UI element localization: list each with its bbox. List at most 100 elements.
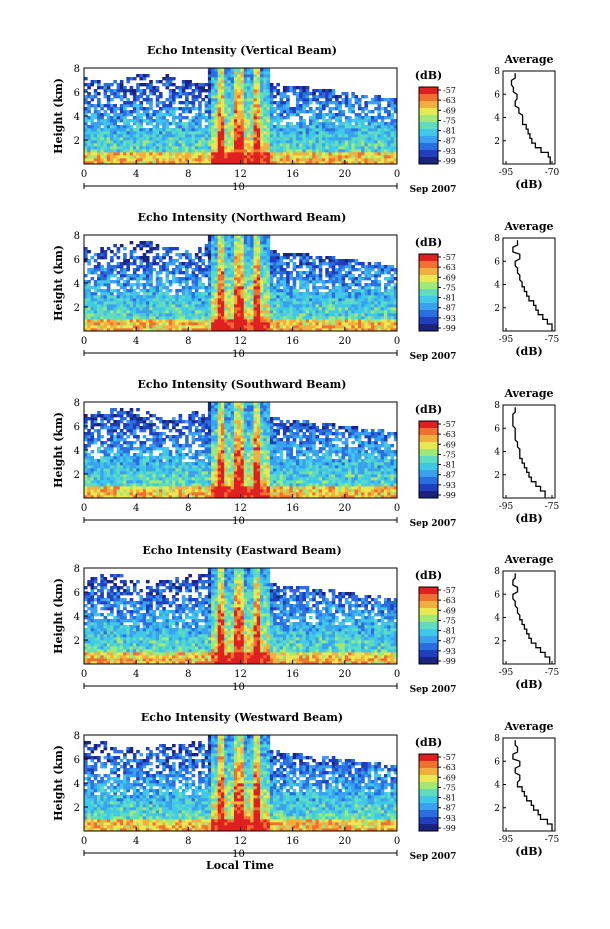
heatmap-cell: [273, 304, 277, 308]
heatmap-cell: [90, 319, 95, 323]
heatmap-cell: [260, 68, 264, 72]
heatmap-cell: [357, 149, 362, 153]
heatmap-cell: [198, 247, 202, 251]
heatmap-cell: [269, 89, 274, 93]
heatmap-cell: [201, 274, 205, 278]
heatmap-cell: [361, 122, 365, 126]
heatmap-cell: [110, 104, 114, 108]
heatmap-cell: [260, 241, 264, 245]
heatmap-cell: [90, 322, 95, 326]
heatmap-cell: [292, 253, 297, 257]
heatmap-cell: [191, 119, 196, 123]
heatmap-cell: [335, 113, 339, 117]
heatmap-cell: [243, 250, 248, 254]
heatmap-cell: [106, 98, 111, 102]
heatmap-cell: [370, 140, 375, 144]
heatmap-cell: [185, 98, 189, 102]
heatmap-cell: [263, 101, 267, 105]
heatmap-cell: [230, 241, 235, 245]
heatmap-cell: [126, 89, 130, 93]
heatmap-cell: [87, 489, 91, 493]
heatmap-cell: [136, 95, 140, 99]
heatmap-cell: [266, 137, 271, 141]
heatmap-cell: [149, 89, 153, 93]
heatmap-cell: [253, 325, 258, 329]
heatmap-cell: [250, 301, 254, 305]
heatmap-cell: [273, 152, 277, 156]
heatmap-cell: [276, 271, 280, 275]
heatmap-cell: [172, 158, 176, 162]
heatmap-cell: [374, 328, 378, 332]
heatmap-cell: [204, 152, 209, 156]
heatmap-cell: [256, 238, 261, 242]
heatmap-cell: [328, 295, 333, 299]
heatmap-cell: [217, 125, 222, 129]
heatmap-cell: [191, 137, 196, 141]
heatmap-cell: [233, 328, 238, 332]
heatmap-cell: [361, 325, 365, 329]
heatmap-cell: [318, 128, 323, 132]
heatmap-cell: [256, 322, 261, 326]
heatmap-cell: [132, 146, 137, 150]
heatmap-cell: [181, 83, 186, 87]
heatmap-cell: [308, 101, 313, 105]
heatmap-cell: [266, 110, 271, 114]
heatmap-cell: [390, 104, 395, 108]
heatmap-cell: [292, 298, 297, 302]
heatmap-cell: [295, 265, 300, 269]
heatmap-cell: [354, 158, 359, 162]
heatmap-cell: [158, 80, 163, 84]
heatmap-cell: [145, 107, 150, 111]
heatmap-cell: [185, 262, 189, 266]
heatmap-cell: [260, 316, 264, 320]
heatmap-cell: [188, 313, 192, 317]
heatmap-cell: [260, 110, 264, 114]
heatmap-cell: [191, 283, 196, 287]
heatmap-cell: [286, 101, 290, 105]
heatmap-cell: [243, 265, 248, 269]
heatmap-cell: [129, 77, 134, 81]
heatmap-cell: [364, 310, 369, 314]
heatmap-cell: [387, 116, 391, 120]
heatmap-cell: [97, 477, 101, 481]
heatmap-cell: [387, 310, 391, 314]
heatmap-cell: [230, 128, 235, 132]
heatmap-cell: [289, 110, 294, 114]
heatmap-cell: [214, 310, 219, 314]
heatmap-cell: [129, 143, 134, 147]
heatmap-cell: [132, 131, 137, 135]
heatmap-cell: [158, 316, 163, 320]
heatmap-cell: [276, 89, 280, 93]
heatmap-cell: [390, 137, 395, 141]
heatmap-cell: [149, 307, 153, 311]
heatmap-cell: [250, 89, 254, 93]
heatmap-cell: [263, 268, 267, 272]
heatmap-cell: [106, 146, 111, 150]
heatmap-cell: [191, 83, 196, 87]
heatmap-cell: [172, 161, 176, 165]
heatmap-cell: [237, 140, 241, 144]
heatmap-cell: [266, 92, 271, 96]
heatmap-cell: [383, 298, 388, 302]
heatmap-cell: [100, 277, 104, 281]
heatmap-cell: [168, 89, 173, 93]
average-x-tick-label: -95: [499, 335, 514, 345]
heatmap-cell: [207, 271, 212, 275]
heatmap-cell: [126, 292, 130, 296]
heatmap-cell: [214, 286, 219, 290]
heatmap-cell: [322, 161, 326, 165]
heatmap-cell: [233, 74, 238, 78]
heatmap-cell: [84, 116, 88, 120]
heatmap-cell: [344, 307, 349, 311]
heatmap-cell: [97, 110, 101, 114]
heatmap-cell: [139, 289, 144, 293]
heatmap-cell: [374, 146, 378, 150]
heatmap-cell: [106, 322, 111, 326]
heatmap-cell: [383, 292, 388, 296]
heatmap-cell: [338, 134, 342, 138]
heatmap-cell: [374, 316, 378, 320]
heatmap-cell: [247, 146, 251, 150]
heatmap-cell: [162, 292, 166, 296]
heatmap-cell: [348, 259, 352, 263]
heatmap-cell: [100, 441, 104, 445]
